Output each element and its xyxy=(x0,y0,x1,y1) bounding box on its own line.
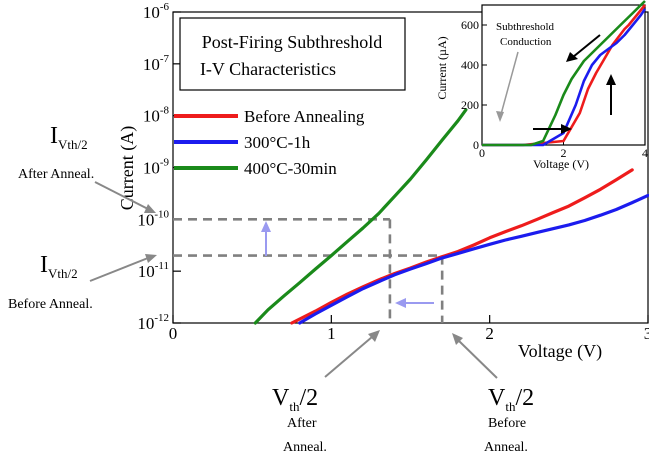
v-before-note-line-1: Before xyxy=(488,416,526,431)
main-y-tick-label: 10-9 xyxy=(143,157,170,178)
main-x-ticks: 0 1 2 3 xyxy=(169,315,649,343)
main-y-ticks: 10-12 10-11 10-10 10-9 10-8 10-7 10-6 xyxy=(137,1,181,333)
main-y-tick-label: 10-7 xyxy=(143,53,170,74)
v-before-note-line-2: Anneal. xyxy=(484,440,528,455)
main-y-tick-label: 10-8 xyxy=(143,105,170,126)
i-after-label: IVth/2 xyxy=(50,123,88,152)
inset-annotation-arrowhead xyxy=(496,111,504,122)
inset-annotation-line-2: Conduction xyxy=(500,36,552,48)
inset-annotation-line-1: Subthreshold xyxy=(496,21,555,33)
legend: Before Annealing 300°C-1h 400°C-30min xyxy=(174,107,365,178)
legend-label-2: 400°C-30min xyxy=(244,159,337,178)
main-x-axis-title: Voltage (V) xyxy=(518,341,602,362)
inset-series-line-0 xyxy=(482,4,647,147)
main-x-tick-label: 2 xyxy=(485,324,494,343)
main-y-axis-title: Current (A) xyxy=(117,126,138,210)
inset-sweep-up-arrowhead xyxy=(606,74,616,85)
inset-y-tick-label: 0 xyxy=(473,138,479,152)
main-x-tick-label: 3 xyxy=(644,324,649,343)
main-series-line-1 xyxy=(298,193,649,325)
v-after-label: Vth/2 xyxy=(272,385,318,414)
chart-title-line-1: Post-Firing Subthreshold xyxy=(202,32,383,52)
main-series-line-2 xyxy=(253,108,468,325)
i-after-pointer xyxy=(94,181,149,210)
main-y-tick-label: 10-6 xyxy=(143,1,170,22)
main-plot: 10-12 10-11 10-10 10-9 10-8 10-7 10-6 0 1 2 3 Cur… xyxy=(117,1,649,362)
i-before-label: IVth/2 xyxy=(40,252,78,281)
i-before-note: Before Anneal. xyxy=(8,297,93,312)
i-before-pointer-head xyxy=(145,254,157,263)
inset-x-tick-label: 2 xyxy=(561,146,567,160)
v-before-pointer-head xyxy=(452,333,463,345)
v-after-annotation: Vth/2 After Anneal. xyxy=(272,330,380,455)
i-before-annotation: IVth/2 Before Anneal. xyxy=(8,252,157,312)
main-series-group xyxy=(253,108,649,325)
inset-plot: 0 200 400 600 0 2 4 Current (µA) Voltage (V) S… xyxy=(435,0,648,171)
legend-label-0: Before Annealing xyxy=(244,107,365,126)
inset-x-tick-label: 0 xyxy=(479,146,485,160)
i-after-pointer-head xyxy=(144,204,156,213)
inset-x-axis-title: Voltage (V) xyxy=(533,157,589,171)
inset-series-group xyxy=(482,0,647,147)
inset-annotation-arrow xyxy=(499,51,519,119)
shift-arrows xyxy=(261,221,434,308)
v-after-pointer xyxy=(324,336,373,378)
v-before-annotation: Vth/2 Before Anneal. xyxy=(452,333,534,455)
chart-title-box: Post-Firing Subthreshold I-V Characteris… xyxy=(179,17,406,91)
inset-series-line-2 xyxy=(482,0,646,147)
main-x-tick-label: 0 xyxy=(169,324,178,343)
inset-y-tick-label: 200 xyxy=(461,98,479,112)
v-before-label: Vth/2 xyxy=(488,385,534,414)
main-y-tick-label: 10-10 xyxy=(137,208,169,229)
i-after-note: After Anneal. xyxy=(18,167,94,182)
title-box-frame xyxy=(179,17,406,91)
main-series-line-0 xyxy=(290,168,634,325)
inset-series-line-1 xyxy=(482,8,647,147)
current-shift-arrowhead xyxy=(261,221,271,232)
main-y-tick-label: 10-11 xyxy=(138,260,169,281)
main-y-tick-label: 10-12 xyxy=(137,312,169,333)
v-after-note-line-1: After xyxy=(287,416,317,431)
inset-y-tick-label: 600 xyxy=(461,18,479,32)
v-before-pointer xyxy=(457,339,498,379)
i-before-pointer xyxy=(89,257,149,282)
inset-sweep-down-arrowhead xyxy=(566,52,578,62)
v-after-note-line-2: Anneal. xyxy=(283,440,327,455)
voltage-shift-arrowhead xyxy=(395,298,406,308)
legend-label-1: 300°C-1h xyxy=(244,133,311,152)
chart-title-line-2: I-V Characteristics xyxy=(200,59,336,79)
i-after-annotation: IVth/2 After Anneal. xyxy=(18,123,156,213)
inset-sweep-right-arrowhead xyxy=(561,124,572,134)
inset-x-tick-label: 4 xyxy=(642,146,648,160)
inset-y-tick-label: 400 xyxy=(461,58,479,72)
v-after-pointer-head xyxy=(368,330,380,342)
main-x-tick-label: 1 xyxy=(327,324,336,343)
inset-y-axis-title: Current (µA) xyxy=(435,36,449,99)
inset-sweep-down-arrow xyxy=(572,34,601,58)
threshold-guide-lines xyxy=(173,218,444,323)
